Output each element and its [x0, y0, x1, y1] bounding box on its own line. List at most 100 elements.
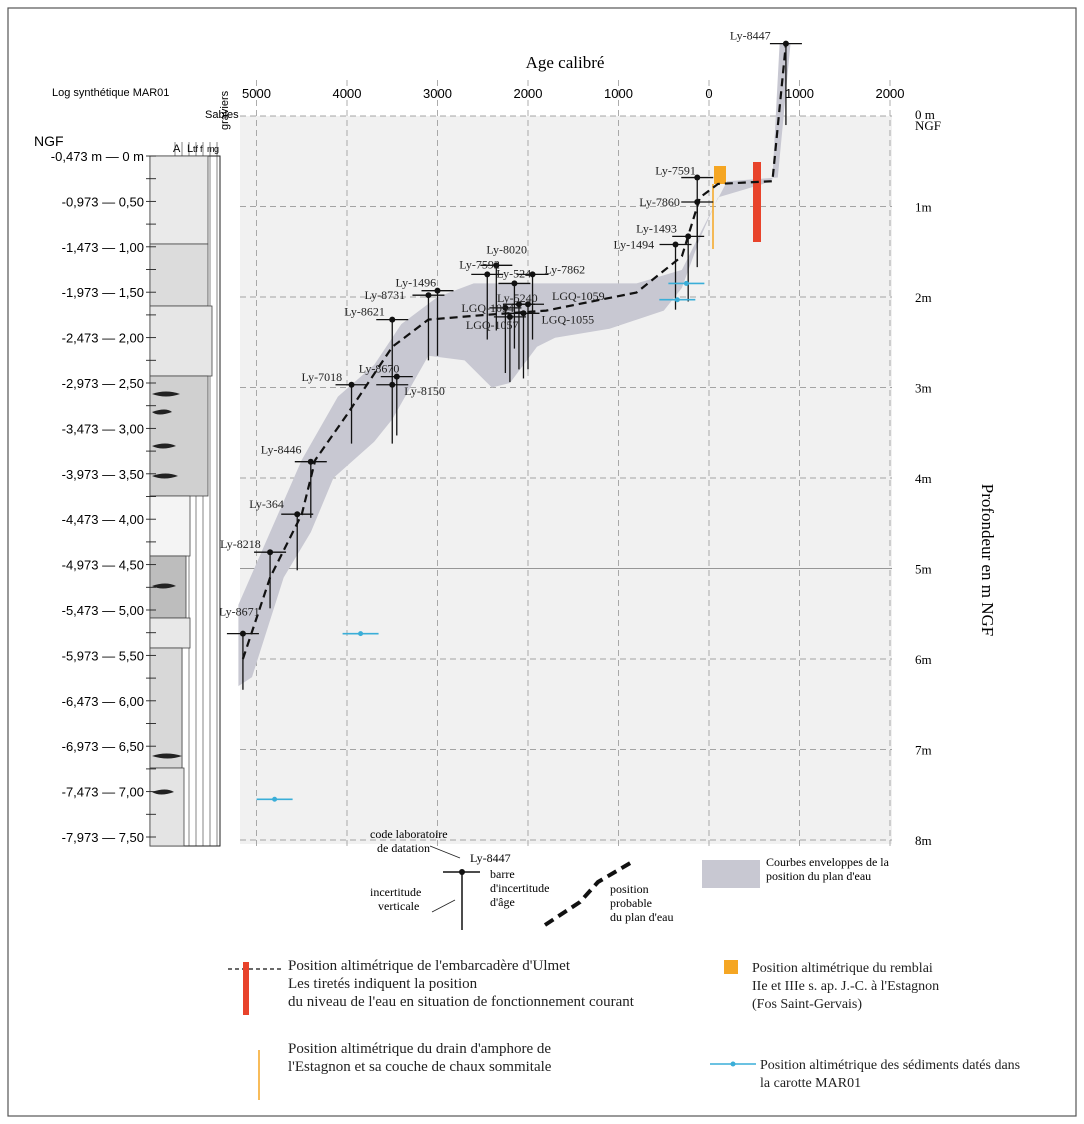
key-probable-1: position	[610, 882, 649, 896]
sample-point-14	[520, 310, 527, 317]
log-unit-8	[149, 767, 185, 847]
x-tick-label-6: 1000	[785, 86, 814, 101]
legend-drain: Position altimétrique du drain d'amphore…	[288, 1040, 668, 1076]
y-axis-title: Profondeur en m NGF	[978, 484, 997, 637]
right-tick-label-6: 5m	[915, 562, 932, 577]
legend-red-bar	[243, 962, 249, 1015]
core-point-2	[358, 631, 364, 637]
grain-label-3: f	[200, 144, 203, 154]
log-unit-1	[149, 243, 209, 307]
x-tick-label-2: 3000	[423, 86, 452, 101]
water-envelope-area	[238, 43, 791, 687]
right-tick-label-9: 8m	[915, 833, 932, 848]
sample-label-2: Ly-7860	[639, 195, 680, 209]
key-example: code laboratoire de datation Ly-8447 inc…	[370, 827, 890, 930]
key-envelope-2: position du plan d'eau	[766, 869, 871, 883]
log-unit-2	[149, 305, 213, 377]
sample-point-8	[529, 271, 536, 278]
plot-background	[240, 116, 892, 844]
right-tick-label-3: 2m	[915, 290, 932, 305]
left-scale-label-7: -3,973 — 3,50	[62, 467, 144, 482]
right-tick-label-8: 7m	[915, 743, 932, 758]
legend-sediments-line-1: Position altimétrique des sédiments daté…	[760, 1058, 1021, 1073]
log-unit-7	[149, 647, 183, 769]
log-lens-5	[152, 753, 182, 759]
left-scale-label-2: -1,473 — 1,00	[62, 240, 144, 255]
key-vertical-1: incertitude	[370, 885, 421, 899]
core-point-0	[683, 280, 689, 286]
legend-remblai-line-2: IIe et IIIe s. ap. J.-C. à l'Estagnon	[752, 979, 940, 994]
sample-point-1	[694, 174, 701, 181]
log-lens-1	[152, 409, 172, 415]
sables-label: Sables	[205, 109, 239, 121]
left-scale-label-13: -6,973 — 6,50	[62, 739, 144, 754]
sample-label-22: Ly-8218	[220, 537, 261, 551]
legend-sediments-line-2: la carotte MAR01	[760, 1076, 862, 1091]
key-example-code: Ly-8447	[470, 851, 511, 865]
embarcadere-marker	[753, 162, 761, 242]
right-tick-label-4: 3m	[915, 381, 932, 396]
log-unit-4	[149, 495, 191, 557]
legend-embarcadere-line-2: Les tiretés indiquent la position	[288, 976, 478, 992]
legend-blue-dot	[730, 1061, 736, 1067]
key-point	[459, 869, 465, 875]
sample-point-6	[484, 271, 491, 278]
left-scale-label-8: -4,473 — 4,00	[62, 512, 144, 527]
key-age-2: d'incertitude	[490, 881, 549, 895]
key-age-3: d'âge	[490, 895, 515, 909]
legend-embarcadere-line-3: du niveau de l'eau en situation de fonct…	[288, 994, 634, 1010]
left-scale-label-9: -4,973 — 4,50	[62, 558, 144, 573]
x-tick-label-3: 2000	[514, 86, 543, 101]
sample-label-19: Ly-8150	[404, 384, 445, 398]
sample-label-23: Ly-8671	[219, 605, 260, 619]
left-scale-label-4: -2,473 — 2,00	[62, 331, 144, 346]
sample-point-2	[694, 198, 701, 205]
dated-samples: Ly-8447 Ly-7591 Ly-7860 Ly-1493 Ly-1494 Ly-80…	[219, 29, 789, 637]
sample-point-18	[348, 381, 355, 388]
key-pointer	[429, 845, 461, 859]
x-tick-label-5: 0	[705, 86, 712, 101]
remblai-marker	[714, 166, 726, 184]
key-vertical-2: verticale	[378, 899, 419, 913]
key-probable-3: du plan d'eau	[610, 910, 673, 924]
key-dashed-curve	[543, 860, 634, 927]
key-pointer-2	[431, 899, 456, 913]
left-depth-scale: -0,473 m — 0 m -0,973 — 0,50 -1,473 — 1,00…	[51, 149, 144, 845]
legend-remblai: Position altimétrique du remblai IIe et …	[752, 960, 1072, 1014]
left-scale-label-3: -1,973 — 1,50	[62, 285, 144, 300]
left-scale-label-11: -5,973 — 5,50	[62, 648, 144, 663]
graviers-label: graviers	[219, 90, 231, 130]
sample-label-20: Ly-8446	[261, 443, 302, 457]
legend-drain-line-2: l'Estagnon et sa couche de chaux sommita…	[288, 1059, 552, 1075]
sample-label-17: Ly-8670	[359, 362, 400, 376]
x-tick-label-1: 4000	[333, 86, 362, 101]
core-sediment-points	[256, 280, 705, 802]
key-code-label-2: de datation	[377, 841, 430, 855]
sample-point-20	[307, 458, 314, 465]
sample-point-10	[425, 292, 432, 299]
left-scale-label-5: -2,973 — 2,50	[62, 376, 144, 391]
x-tick-label-4: 1000	[604, 86, 633, 101]
sample-point-4	[672, 241, 679, 248]
sample-label-7: Ly-524	[496, 266, 531, 280]
sample-point-21	[294, 511, 301, 518]
log-lens-4	[152, 583, 176, 589]
log-lens-2	[152, 443, 176, 449]
sample-point-9	[434, 287, 441, 294]
left-scale-label-1: -0,973 — 0,50	[62, 194, 144, 209]
core-point-3	[272, 796, 278, 802]
sample-point-16	[389, 316, 396, 323]
sample-point-5	[493, 262, 500, 269]
right-tick-label-7: 6m	[915, 652, 932, 667]
key-age-1: barre	[490, 867, 515, 881]
right-tick-label-1: NGF	[915, 118, 941, 133]
sample-point-12	[525, 301, 531, 308]
x-ticks: 5000 4000 3000 2000 1000 0 1000 2000	[242, 86, 904, 101]
left-scale-label-6: -3,473 — 3,00	[62, 421, 144, 436]
sample-label-3: Ly-1493	[636, 221, 677, 235]
grain-label-4: m	[207, 144, 215, 154]
right-tick-label-0: 0 m	[915, 107, 935, 122]
key-envelope-swatch	[702, 860, 760, 888]
